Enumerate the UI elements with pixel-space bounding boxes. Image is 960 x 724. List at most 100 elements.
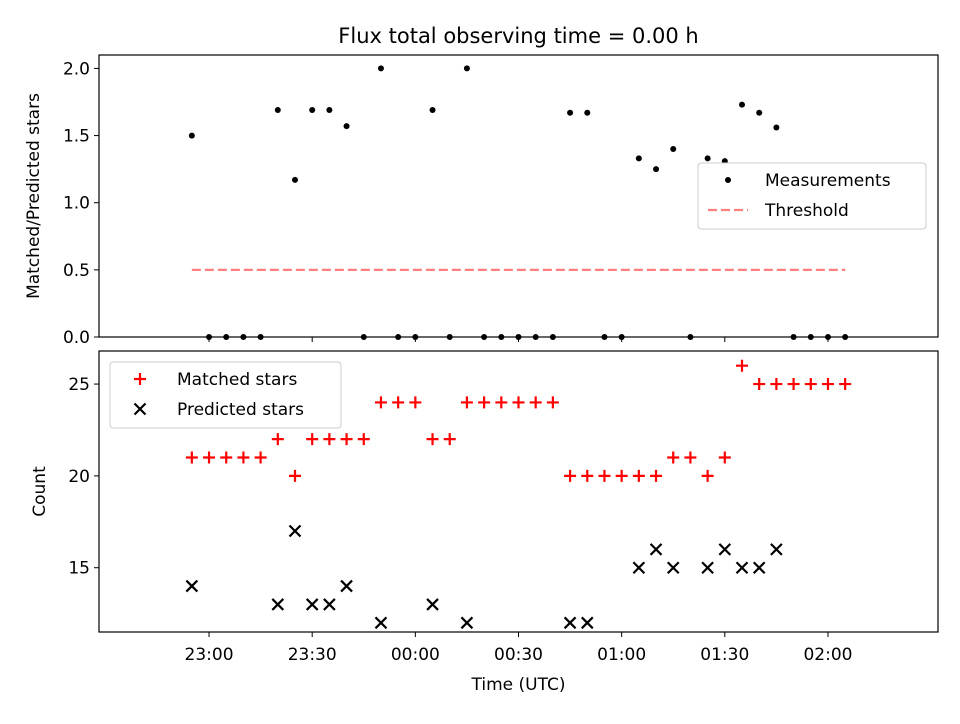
predicted-star-point — [340, 579, 353, 593]
bottom-plot-area: 15 20 25 23:00 23:30 00:00 00:30 01:00 01:30 02:0… — [68, 350, 939, 665]
bottom-x-tick-label: 01:00 — [597, 645, 646, 665]
bottom-x-tick-label: 00:30 — [494, 645, 543, 665]
matched-star-point — [753, 378, 766, 391]
matched-star-point — [529, 396, 542, 409]
bottom-x-tick-label: 02:00 — [803, 645, 852, 665]
matched-star-point — [220, 451, 233, 464]
predicted-star-point — [185, 579, 199, 593]
matched-star-point — [804, 378, 817, 391]
matched-star-point — [787, 378, 800, 391]
legend-plus-swatch — [134, 373, 146, 385]
measurement-point — [291, 176, 298, 183]
predicted-star-point — [632, 561, 646, 574]
matched-star-point — [701, 469, 714, 482]
measurement-point — [429, 107, 436, 114]
legend-label: Threshold — [764, 201, 849, 221]
measurement-point — [824, 334, 831, 340]
matched-star-point — [426, 433, 439, 446]
matched-star-point — [718, 451, 731, 464]
matched-star-point — [340, 433, 353, 446]
matched-star-point — [271, 433, 284, 446]
top-y-tick-label: 0.0 — [63, 328, 90, 348]
measurement-point — [188, 132, 195, 139]
top-legend: Measurements Threshold — [697, 162, 927, 230]
matched-star-point — [821, 378, 834, 391]
legend-label: Matched stars — [177, 370, 297, 390]
legend-x-swatch — [133, 402, 147, 416]
measurement-point — [309, 107, 316, 114]
measurement-point — [446, 334, 453, 340]
predicted-star-point — [271, 598, 285, 611]
measurement-point — [807, 334, 814, 340]
matched-star-point — [564, 469, 577, 482]
matched-star-point — [546, 396, 559, 409]
legend-dot-swatch — [725, 177, 731, 183]
measurement-point — [257, 334, 264, 340]
top-legend-box — [697, 162, 927, 230]
matched-star-point — [357, 433, 370, 446]
matched-star-point — [650, 469, 663, 482]
measurement-point — [687, 334, 694, 340]
measurement-point — [567, 109, 574, 116]
bottom-x-tick-label: 01:30 — [700, 645, 749, 665]
matched-star-point — [374, 396, 387, 409]
measurement-point — [601, 334, 608, 340]
matched-star-point — [667, 451, 680, 464]
top-y-axis-label: Matched/Predicted stars — [24, 93, 44, 299]
bottom-y-tick-label: 25 — [68, 375, 90, 395]
predicted-star-point — [426, 598, 439, 611]
matched-star-point — [443, 433, 456, 446]
top-y-tick-label: 0.5 — [63, 261, 90, 281]
predicted-star-point — [752, 561, 766, 574]
measurement-point — [498, 334, 505, 340]
matched-star-point — [581, 469, 594, 482]
measurement-point — [395, 334, 402, 340]
predicted-star-point — [288, 524, 302, 538]
predicted-star-point — [701, 561, 714, 574]
matched-star-point — [770, 378, 783, 391]
measurement-point — [653, 166, 660, 173]
predicted-star-point — [374, 616, 388, 630]
bottom-x-tick-label: 23:30 — [288, 645, 337, 665]
matched-star-point — [632, 469, 645, 482]
measurement-point — [223, 334, 230, 340]
matched-star-point — [203, 451, 216, 464]
predicted-star-point — [718, 543, 732, 556]
predicted-star-point — [735, 561, 749, 574]
bottom-y-tick-label: 20 — [68, 467, 90, 487]
bottom-x-tick-label: 00:00 — [391, 645, 440, 665]
measurement-point — [377, 65, 384, 72]
measurement-point — [515, 334, 522, 340]
bottom-y-tick-label: 15 — [68, 559, 90, 579]
measurement-point — [481, 334, 488, 340]
matched-star-point — [736, 359, 749, 372]
measurement-point — [618, 334, 625, 340]
measurement-point — [773, 124, 780, 131]
predicted-star-point — [460, 616, 474, 630]
matched-star-point — [512, 396, 525, 409]
predicted-star-point — [580, 616, 594, 630]
bottom-legend: Matched stars Predicted stars — [109, 361, 342, 429]
top-y-tick-label: 1.5 — [63, 127, 90, 147]
top-y-tick-label: 1.0 — [63, 194, 90, 214]
top-chart-title: Flux total observing time = 0.00 h — [338, 24, 698, 48]
measurement-point — [412, 334, 419, 340]
measurement-point — [670, 146, 677, 152]
matched-star-point — [409, 396, 422, 409]
matched-star-point — [392, 396, 405, 409]
matched-star-point — [478, 396, 491, 409]
matched-star-point — [495, 396, 508, 409]
measurement-point — [532, 334, 539, 340]
predicted-star-point — [563, 616, 577, 630]
measurement-point — [240, 334, 247, 340]
measurement-point — [739, 101, 746, 108]
matched-star-point — [598, 469, 611, 482]
bottom-x-tick-label: 23:00 — [185, 645, 234, 665]
top-plot-area: 0.0 0.5 1.0 1.5 2.0 — [63, 54, 939, 348]
measurement-point — [343, 123, 350, 130]
matched-star-point — [839, 378, 852, 391]
predicted-star-point — [323, 598, 336, 611]
matched-star-point — [684, 451, 697, 464]
predicted-star-point — [649, 543, 663, 556]
